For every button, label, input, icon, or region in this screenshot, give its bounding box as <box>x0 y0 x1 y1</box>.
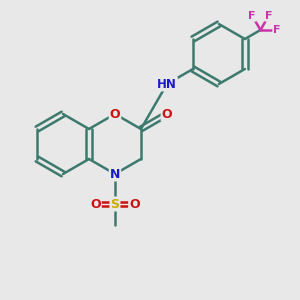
Text: HN: HN <box>157 77 177 91</box>
Text: O: O <box>110 107 120 121</box>
Text: O: O <box>129 197 140 211</box>
Text: F: F <box>265 11 272 21</box>
Text: F: F <box>248 11 256 21</box>
Text: F: F <box>273 25 281 35</box>
Text: O: O <box>162 107 172 121</box>
Text: O: O <box>90 197 101 211</box>
Text: S: S <box>110 197 119 211</box>
Text: N: N <box>110 167 120 181</box>
